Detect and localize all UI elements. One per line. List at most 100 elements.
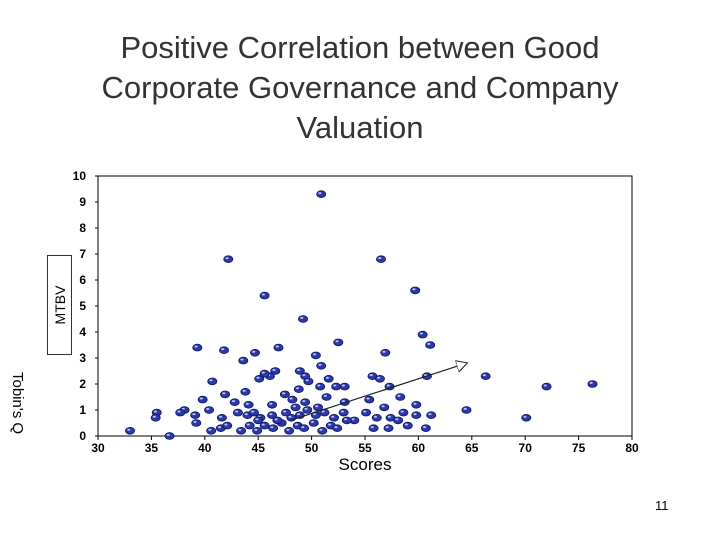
data-point-marker: [267, 400, 278, 409]
data-point-highlight: [404, 423, 409, 426]
y-tick-label: 6: [79, 273, 86, 287]
data-point: [259, 421, 270, 430]
data-point: [236, 426, 247, 435]
data-point: [249, 348, 260, 357]
data-point-highlight: [589, 381, 593, 384]
x-tick-label: 40: [198, 441, 212, 455]
data-point-marker: [150, 413, 161, 422]
data-point-marker: [461, 406, 472, 414]
data-point-marker: [268, 424, 279, 433]
data-point: [259, 369, 270, 378]
data-point-highlight: [310, 420, 315, 423]
data-point: [541, 382, 552, 391]
data-point: [268, 424, 279, 433]
data-point: [339, 382, 350, 391]
y-axis-ghost-label: Tobin's Q: [9, 372, 26, 435]
data-point-highlight: [225, 257, 229, 260]
data-point: [267, 411, 278, 420]
data-point-highlight: [295, 387, 300, 390]
data-point: [376, 255, 387, 264]
data-point-marker: [259, 369, 270, 378]
data-point-highlight: [366, 397, 370, 400]
data-point-marker: [374, 374, 385, 383]
data-point-highlight: [251, 410, 255, 413]
data-point-highlight: [209, 379, 213, 382]
data-point-marker: [308, 419, 319, 427]
data-point-highlight: [244, 413, 248, 416]
data-point-highlight: [304, 407, 308, 410]
data-point-marker: [207, 377, 218, 386]
data-point-highlight: [369, 374, 373, 377]
y-tick-label: 5: [79, 299, 86, 313]
data-point: [192, 343, 203, 352]
data-point-highlight: [296, 413, 301, 416]
data-point: [298, 315, 309, 323]
data-point-highlight: [301, 426, 305, 429]
data-point-highlight: [261, 293, 265, 296]
data-point-marker: [219, 346, 230, 355]
data-point-highlight: [523, 415, 527, 418]
data-point: [420, 424, 431, 433]
data-point: [331, 382, 342, 391]
data-point-marker: [395, 393, 406, 401]
data-point-marker: [204, 406, 215, 414]
data-point: [150, 413, 161, 422]
data-point-highlight: [288, 415, 292, 418]
data-point-marker: [410, 286, 421, 295]
data-point-marker: [229, 398, 240, 407]
data-point: [380, 348, 391, 357]
data-point-highlight: [199, 397, 203, 400]
data-point: [248, 408, 259, 417]
data-point: [191, 419, 202, 427]
data-point: [254, 374, 265, 383]
x-tick-label: 65: [465, 441, 479, 455]
data-point-highlight: [385, 426, 389, 429]
data-point: [410, 286, 421, 295]
x-tick-label: 55: [358, 441, 372, 455]
data-point: [216, 413, 227, 422]
data-point-highlight: [351, 418, 355, 421]
data-point-marker: [426, 411, 437, 420]
y-tick-label: 3: [79, 351, 86, 365]
data-point-marker: [302, 406, 313, 414]
data-point-highlight: [238, 428, 242, 431]
data-point-marker: [315, 382, 326, 391]
data-point-marker: [259, 291, 270, 300]
data-point-highlight: [272, 368, 276, 371]
data-point-highlight: [400, 410, 404, 413]
data-point-marker: [272, 416, 283, 425]
data-point-highlight: [315, 405, 319, 408]
data-point-highlight: [177, 410, 181, 413]
data-point-highlight: [305, 379, 309, 382]
data-point-marker: [393, 416, 404, 425]
data-point-marker: [191, 419, 202, 427]
data-point-highlight: [282, 392, 286, 395]
data-point-highlight: [254, 428, 258, 431]
title-line-1: Positive Correlation between Good: [120, 30, 600, 65]
data-point-highlight: [193, 420, 197, 423]
data-point-highlight: [302, 400, 306, 403]
data-point: [294, 367, 305, 375]
data-point-highlight: [222, 392, 226, 395]
data-point-highlight: [261, 371, 265, 374]
y-tick-label: 7: [79, 247, 86, 261]
data-point-highlight: [224, 423, 228, 426]
page-number: 11: [655, 498, 669, 513]
data-point-highlight: [269, 413, 273, 416]
data-point-marker: [368, 424, 379, 433]
data-point: [461, 406, 472, 414]
data-point-marker: [244, 421, 255, 430]
x-tick-label: 60: [412, 441, 426, 455]
data-point: [329, 413, 340, 422]
data-point-highlight: [386, 384, 390, 387]
data-point-highlight: [274, 418, 278, 421]
data-point-highlight: [370, 426, 374, 429]
data-point: [317, 426, 328, 435]
data-point-marker: [298, 315, 309, 323]
data-point: [204, 406, 215, 414]
data-point-highlight: [245, 402, 249, 405]
data-point-marker: [541, 382, 552, 391]
data-point-highlight: [463, 407, 467, 410]
data-point-marker: [402, 421, 413, 430]
